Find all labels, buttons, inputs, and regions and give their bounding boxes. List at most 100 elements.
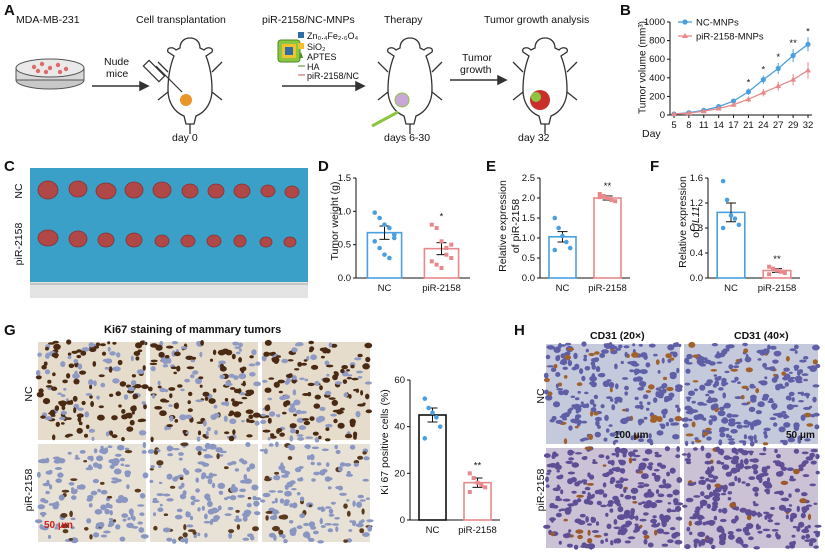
d-ytick-label: 1.5 [338,173,351,184]
b-ytick-label: 800 [649,36,665,47]
day32-label: day 32 [518,132,550,144]
e-xtick-label: piR-2158 [588,283,627,294]
legend-ha: HA [307,62,320,72]
b-xtick-label: 11 [699,120,709,131]
e-dot [552,247,558,253]
e-dot [564,239,569,245]
e-ytick-label: 1.0 [522,233,535,244]
d-significance: * [440,212,444,223]
d-dot [449,242,454,247]
panel-h-scale-20x: 100 μm [614,430,649,441]
d-dot [382,222,387,227]
b-significance: ** [789,38,797,49]
g-significance: ** [474,460,482,471]
step-mnps: piR-2158/NC-MNPs [262,14,355,26]
e-ytick-label: 2.0 [522,193,535,204]
panel-c-label: C [4,158,15,175]
b-ytick-label: 600 [649,54,665,65]
syringe-icon [142,59,183,93]
f-xtick-label: NC [724,283,738,294]
panel-e-label: E [486,158,497,175]
e-dot [556,225,561,231]
f-ytick-label: 0.4 [690,248,703,259]
g-ytick-label: 60 [394,375,405,386]
f-ytick-label: 1.2 [690,198,703,209]
g-dot [437,424,443,429]
ki67-tile [258,339,373,443]
b-xtick-label: 17 [728,120,739,131]
g-dot [434,415,439,420]
step-tumor-growth-analysis: Tumor growth analysis [484,14,590,26]
panel-a-schematic [15,32,578,135]
b-xtick-label: 29 [788,120,799,131]
b-point [805,67,811,73]
legend-aptes: APTES [307,52,337,62]
d-dot [444,252,449,257]
panel-h-col-20x: CD31 (20×) [590,330,645,342]
b-significance: * [761,64,765,75]
b-legend-marker [682,33,688,38]
b-point [730,101,737,107]
d-dot [444,246,449,250]
f-dot [767,264,772,269]
f-ytick-label: 0.0 [690,273,703,284]
d-dot [439,266,444,270]
ki67-tile [147,442,262,544]
cd31-tile [681,445,822,550]
tumor-growth-label-2: growth [460,64,492,76]
cell-line-label: MDA-MB-231 [16,14,80,26]
ki67-tile [35,442,149,544]
g-dot [422,436,428,441]
d-dot [434,226,439,230]
tumor-photo [30,168,308,298]
panel-f-label: F [650,158,660,175]
b-ytick-label: 1000 [644,17,665,28]
e-ytick-label: 2.5 [522,173,535,184]
b-ytick-label: 200 [649,91,665,102]
panel-d-label: D [318,158,329,175]
b-xtick-label: 14 [713,120,724,131]
ki67-tile [259,441,374,544]
b-legend-marker [682,19,688,25]
tumor-growth-label-1: Tumor [462,52,492,64]
d-dot [434,262,439,267]
b-point [715,105,722,111]
e-dot [597,192,602,196]
e-dot [597,195,602,200]
panel-b-xlabel: Day [642,128,661,140]
f-significance: ** [773,254,781,265]
b-legend-label: NC-MNPs [696,18,739,29]
d-dot [377,215,382,221]
g-xtick-label: piR-2158 [458,525,497,536]
b-point [760,89,767,95]
e-dot [567,245,573,251]
e-dot [601,194,606,198]
cd31-image-grid [543,341,822,550]
step-cell-transplantation: Cell transplantation [136,14,226,26]
day0-label: day 0 [172,132,198,144]
f-dot [720,225,726,231]
ki67-tile [35,339,149,442]
e-ytick-label: 1.5 [522,213,535,224]
g-ytick-label: 20 [394,468,405,479]
e-dot [552,215,558,221]
f-dot [720,178,726,184]
d-dot [429,222,434,227]
panel-h-label: H [514,322,525,339]
b-xtick-label: 5 [671,120,676,131]
b-point [790,76,797,82]
panel-h-col-40x: CD31 (40×) [734,330,789,342]
panel-b-label: B [620,2,631,19]
g-dot [471,476,476,480]
b-point [700,108,707,114]
panel-g-title: Ki67 staining of mammary tumors [104,324,282,336]
b-xtick-label: 27 [773,120,784,131]
d-dot [382,252,387,257]
b-ytick-label: 400 [649,73,665,84]
legend-pir: piR-2158/NC [307,71,360,81]
f-dot [782,271,787,275]
ki67-image-grid [35,339,374,546]
petri-dish-icon [15,58,85,90]
f-dot [775,268,779,273]
b-point [685,110,692,116]
